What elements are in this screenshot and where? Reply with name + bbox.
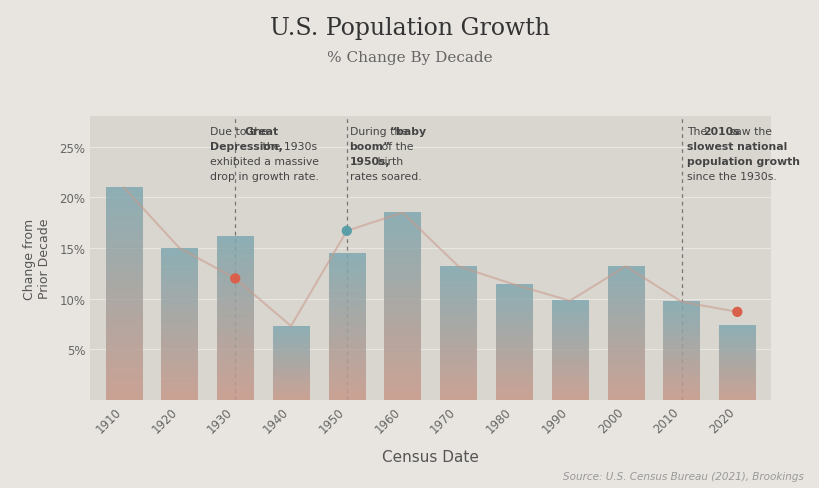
Text: During the: During the: [349, 127, 410, 137]
Text: Great: Great: [244, 127, 278, 137]
Text: saw the: saw the: [726, 127, 771, 137]
Text: drop in growth rate.: drop in growth rate.: [210, 171, 319, 181]
Text: 1950s,: 1950s,: [349, 157, 390, 166]
X-axis label: Census Date: Census Date: [382, 449, 478, 464]
Text: Depression,: Depression,: [210, 142, 283, 152]
Text: The: The: [686, 127, 710, 137]
Text: slowest national: slowest national: [686, 142, 786, 152]
Point: [730, 308, 743, 316]
Text: exhibited a massive: exhibited a massive: [210, 157, 319, 166]
Text: rates soared.: rates soared.: [349, 171, 421, 181]
Text: “baby: “baby: [389, 127, 427, 137]
Text: population growth: population growth: [686, 157, 799, 166]
Text: boom”: boom”: [349, 142, 391, 152]
Point: [229, 275, 242, 283]
Point: [340, 227, 353, 235]
Text: Due to the: Due to the: [210, 127, 271, 137]
Text: the 1930s: the 1930s: [259, 142, 317, 152]
Text: % Change By Decade: % Change By Decade: [327, 51, 492, 65]
Text: 2010s: 2010s: [703, 127, 739, 137]
Text: Source: U.S. Census Bureau (2021), Brookings: Source: U.S. Census Bureau (2021), Brook…: [562, 471, 803, 481]
Text: U.S. Population Growth: U.S. Population Growth: [269, 17, 550, 40]
Y-axis label: Change from
Prior Decade: Change from Prior Decade: [23, 218, 51, 299]
Text: birth: birth: [373, 157, 403, 166]
Text: since the 1930s.: since the 1930s.: [686, 171, 776, 181]
Text: of the: of the: [377, 142, 413, 152]
